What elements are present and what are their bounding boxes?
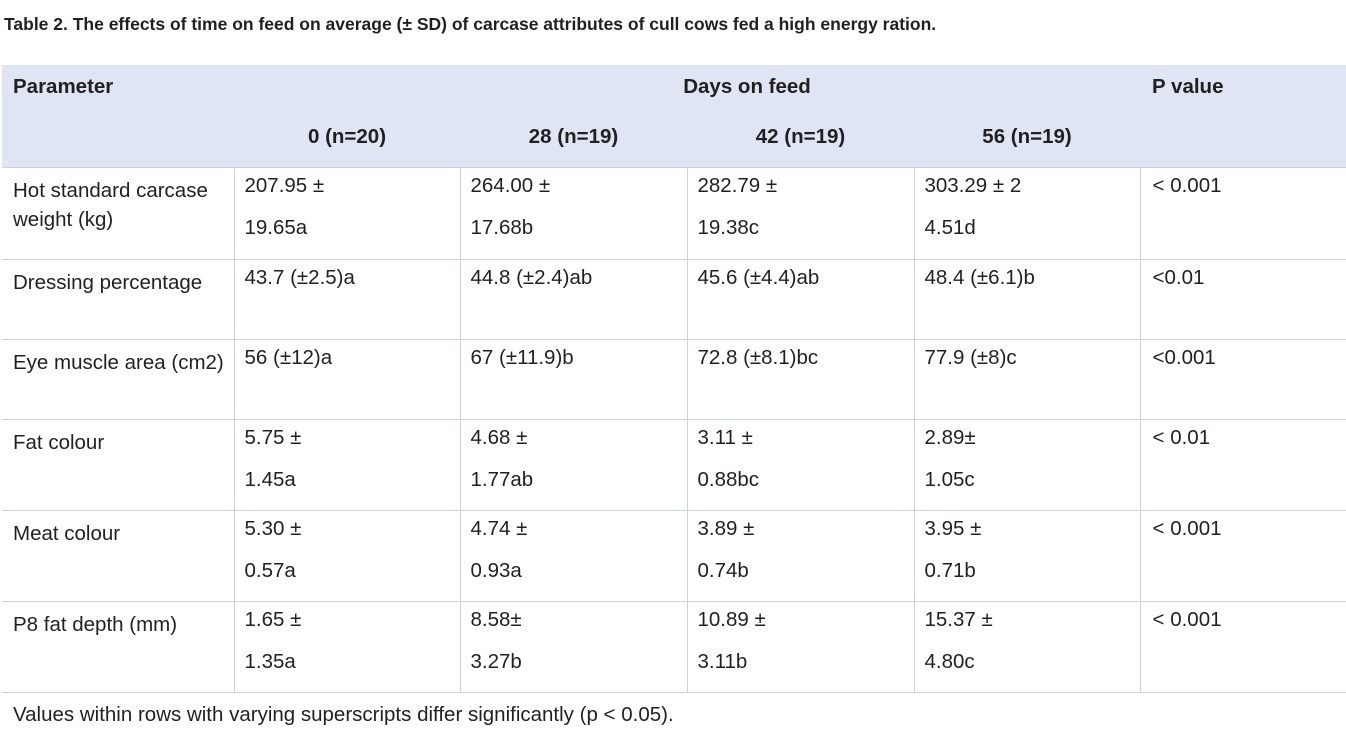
table-cell: 8.58± 3.27b: [460, 602, 687, 693]
value-line-1: 10.89 ±: [698, 610, 914, 630]
value-line-2: 0.93a: [471, 561, 687, 581]
table-row: Hot standard carcase weight (kg) 207.95 …: [2, 168, 1346, 260]
carcase-attributes-table: Parameter Days on feed P value 0 (n=20) …: [2, 65, 1346, 743]
footnote-row: Values within rows with varying superscr…: [2, 693, 1346, 743]
value-line-1: 1.65 ±: [245, 610, 460, 630]
value-line-1: 5.75 ±: [245, 428, 460, 448]
row-parameter: Meat colour: [2, 511, 234, 602]
header-group-28: 28 (n=19): [460, 115, 687, 168]
table-footnote: Values within rows with varying superscr…: [2, 693, 1346, 743]
table-cell: 56 (±12)a: [234, 340, 460, 420]
table-cell: 5.75 ± 1.45a: [234, 420, 460, 511]
row-p-value: < 0.01: [1140, 420, 1346, 511]
table-cell: 4.74 ± 0.93a: [460, 511, 687, 602]
value-line-2: 1.35a: [245, 652, 460, 672]
value-line-1: 4.74 ±: [471, 519, 687, 539]
table-cell: 5.30 ± 0.57a: [234, 511, 460, 602]
header-days-on-feed: Days on feed: [234, 65, 1140, 115]
value-line-1: 4.68 ±: [471, 428, 687, 448]
value-line-1: 3.95 ±: [925, 519, 1140, 539]
value-line-2: 3.27b: [471, 652, 687, 672]
table-cell: 67 (±11.9)b: [460, 340, 687, 420]
row-parameter: Fat colour: [2, 420, 234, 511]
table-cell: 77.9 (±8)c: [914, 340, 1140, 420]
row-parameter: Dressing percentage: [2, 260, 234, 340]
header-blank: [2, 115, 234, 168]
table-cell: 72.8 (±8.1)bc: [687, 340, 914, 420]
header-blank-p: [1140, 115, 1346, 168]
row-p-value: < 0.001: [1140, 168, 1346, 260]
value-line-2: 17.68b: [471, 218, 687, 238]
table-caption: Table 2. The effects of time on feed on …: [4, 14, 936, 35]
value-line-1: 5.30 ±: [245, 519, 460, 539]
value-line-2: 0.57a: [245, 561, 460, 581]
value-line-2: 4.51d: [925, 218, 1140, 238]
header-parameter: Parameter: [2, 65, 234, 115]
value-line-2: 4.80c: [925, 652, 1140, 672]
table-cell: 43.7 (±2.5)a: [234, 260, 460, 340]
table-cell: 3.95 ± 0.71b: [914, 511, 1140, 602]
table-cell: 1.65 ± 1.35a: [234, 602, 460, 693]
value-line-2: 0.88bc: [698, 470, 914, 490]
table-row: Meat colour 5.30 ± 0.57a 4.74 ± 0.93a 3.89…: [2, 511, 1346, 602]
table-row: P8 fat depth (mm) 1.65 ± 1.35a 8.58± 3.27b…: [2, 602, 1346, 693]
table-cell: 48.4 (±6.1)b: [914, 260, 1140, 340]
table-cell: 2.89± 1.05c: [914, 420, 1140, 511]
header-p-value: P value: [1140, 65, 1346, 115]
value-line-1: 3.11 ±: [698, 428, 914, 448]
row-p-value: <0.01: [1140, 260, 1346, 340]
value-line-2: 1.77ab: [471, 470, 687, 490]
value-line-2: 19.38c: [698, 218, 914, 238]
table-cell: 10.89 ± 3.11b: [687, 602, 914, 693]
header-group-56: 56 (n=19): [914, 115, 1140, 168]
value-line-1: 264.00 ±: [471, 176, 687, 196]
table-row: Dressing percentage 43.7 (±2.5)a 44.8 (±…: [2, 260, 1346, 340]
row-parameter: Hot standard carcase weight (kg): [2, 168, 234, 260]
table-cell: 45.6 (±4.4)ab: [687, 260, 914, 340]
header-row-2: 0 (n=20) 28 (n=19) 42 (n=19) 56 (n=19): [2, 115, 1346, 168]
value-line-2: 1.05c: [925, 470, 1140, 490]
value-line-1: 207.95 ±: [245, 176, 460, 196]
table-row: Fat colour 5.75 ± 1.45a 4.68 ± 1.77ab 3.11…: [2, 420, 1346, 511]
table-cell: 3.89 ± 0.74b: [687, 511, 914, 602]
value-line-1: 15.37 ±: [925, 610, 1140, 630]
value-line-2: 0.71b: [925, 561, 1140, 581]
table-cell: 3.11 ± 0.88bc: [687, 420, 914, 511]
table-cell: 4.68 ± 1.77ab: [460, 420, 687, 511]
row-parameter: P8 fat depth (mm): [2, 602, 234, 693]
row-parameter: Eye muscle area (cm2): [2, 340, 234, 420]
row-p-value: <0.001: [1140, 340, 1346, 420]
value-line-1: 3.89 ±: [698, 519, 914, 539]
table-cell: 264.00 ± 17.68b: [460, 168, 687, 260]
value-line-2: 1.45a: [245, 470, 460, 490]
header-group-42: 42 (n=19): [687, 115, 914, 168]
table-cell: 282.79 ± 19.38c: [687, 168, 914, 260]
value-line-2: 0.74b: [698, 561, 914, 581]
value-line-1: 2.89±: [925, 428, 1140, 448]
table-cell: 207.95 ± 19.65a: [234, 168, 460, 260]
table-cell: 44.8 (±2.4)ab: [460, 260, 687, 340]
value-line-1: 8.58±: [471, 610, 687, 630]
table-cell: 303.29 ± 2 4.51d: [914, 168, 1140, 260]
table-row: Eye muscle area (cm2) 56 (±12)a 67 (±11.…: [2, 340, 1346, 420]
row-p-value: < 0.001: [1140, 511, 1346, 602]
value-line-1: 303.29 ± 2: [925, 176, 1140, 196]
header-group-0: 0 (n=20): [234, 115, 460, 168]
value-line-2: 19.65a: [245, 218, 460, 238]
table-cell: 15.37 ± 4.80c: [914, 602, 1140, 693]
header-row-1: Parameter Days on feed P value: [2, 65, 1346, 115]
value-line-1: 282.79 ±: [698, 176, 914, 196]
value-line-2: 3.11b: [698, 652, 914, 672]
row-p-value: < 0.001: [1140, 602, 1346, 693]
